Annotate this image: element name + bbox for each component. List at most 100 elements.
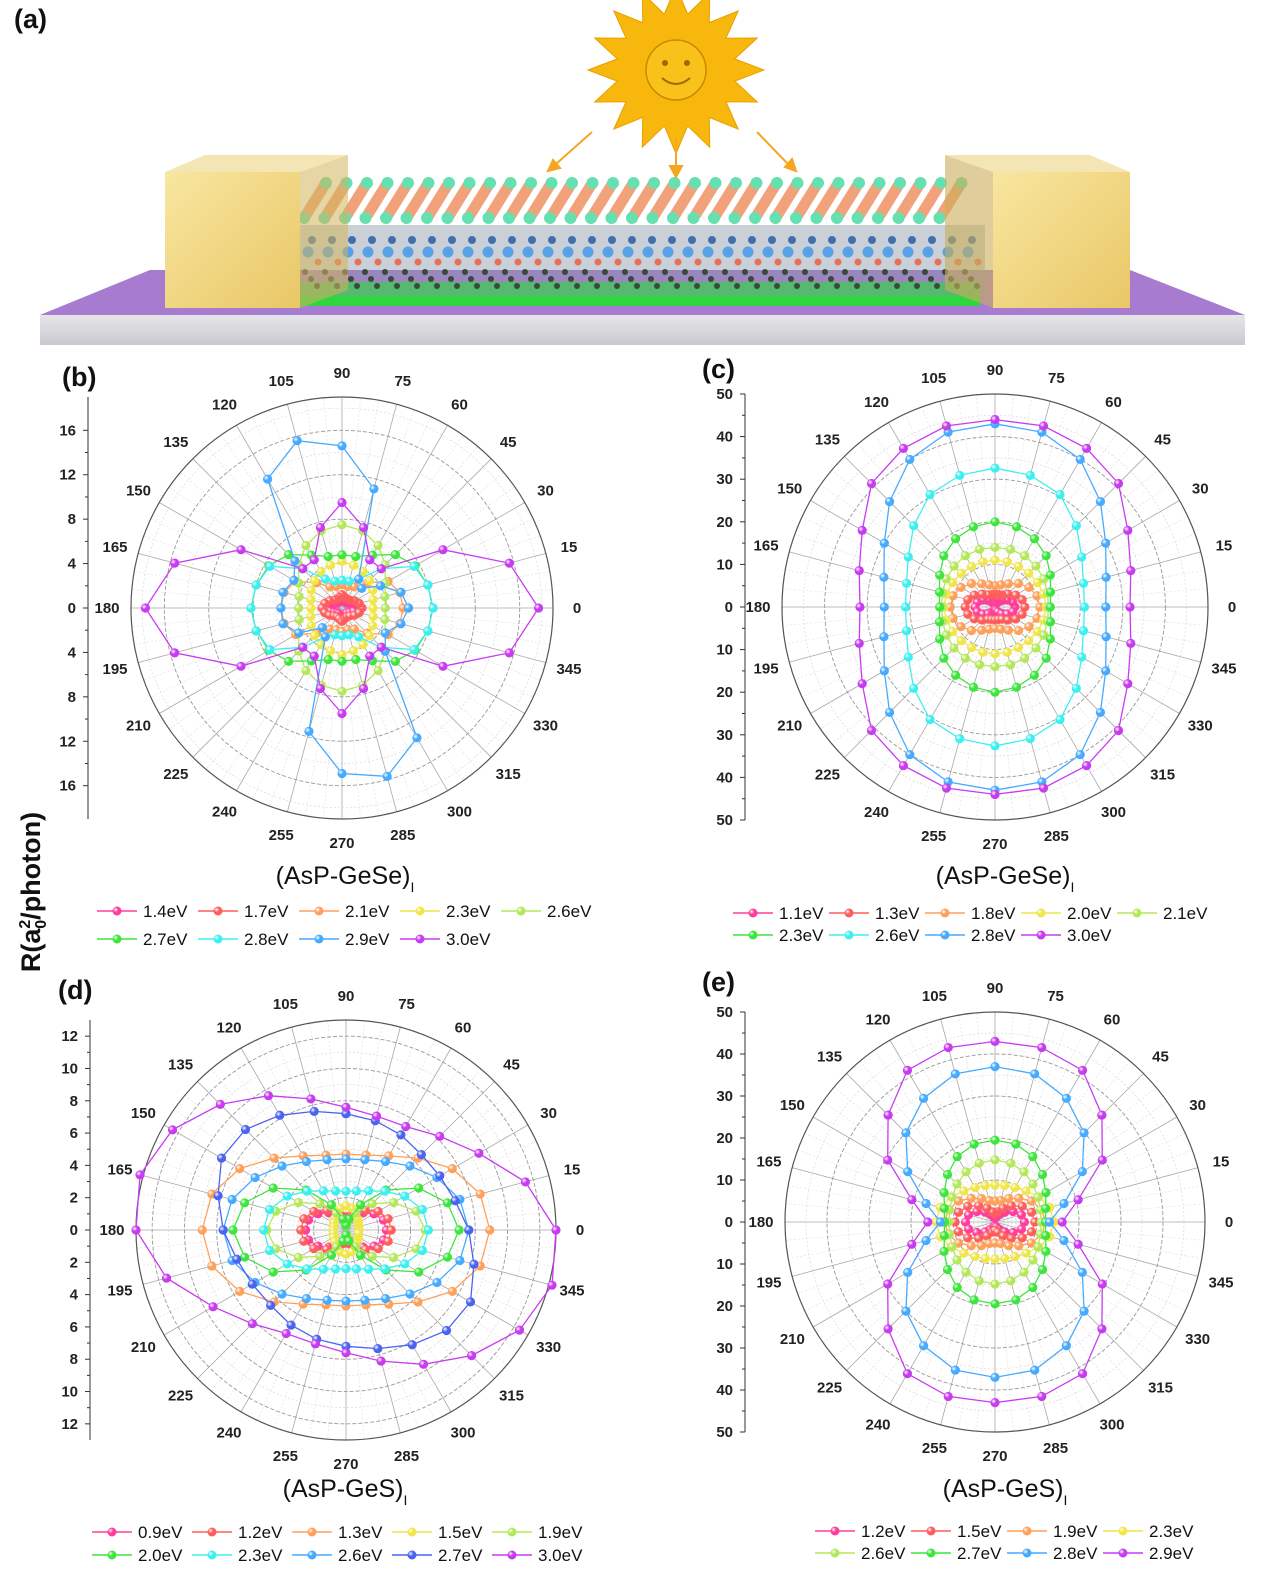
data-point bbox=[131, 1225, 141, 1235]
angle-label: 105 bbox=[269, 373, 294, 390]
data-point bbox=[306, 585, 316, 595]
data-point bbox=[907, 1195, 917, 1205]
radial-gridline bbox=[831, 469, 996, 608]
data-point bbox=[854, 566, 864, 576]
data-point bbox=[323, 654, 333, 665]
data-point bbox=[265, 645, 275, 655]
data-point bbox=[966, 625, 977, 636]
data-point bbox=[1059, 1235, 1069, 1246]
data-point bbox=[905, 454, 915, 465]
data-point bbox=[1011, 682, 1022, 692]
data-point bbox=[941, 421, 952, 431]
series-2.8eV bbox=[879, 419, 1111, 795]
data-point bbox=[504, 648, 514, 658]
data-point bbox=[337, 686, 347, 696]
data-point bbox=[1014, 1241, 1024, 1251]
angle-label: 150 bbox=[780, 1097, 805, 1114]
radial-tick-label: 30 bbox=[716, 1340, 733, 1357]
data-point bbox=[939, 1246, 949, 1256]
data-point bbox=[216, 1153, 227, 1163]
data-point bbox=[923, 1217, 933, 1227]
radial-tick-label: 40 bbox=[716, 1046, 733, 1063]
radial-tick-label: 50 bbox=[716, 812, 733, 829]
data-point bbox=[302, 1264, 312, 1274]
data-point bbox=[1045, 602, 1055, 612]
data-point bbox=[277, 1289, 287, 1299]
radial-gridline bbox=[180, 607, 343, 744]
data-point bbox=[228, 1225, 238, 1235]
data-point bbox=[970, 1182, 980, 1193]
radial-gridline bbox=[291, 1229, 347, 1433]
data-point bbox=[373, 665, 383, 676]
ring-gridline bbox=[910, 1137, 1080, 1307]
data-point bbox=[330, 1264, 341, 1274]
radial-gridline bbox=[225, 1229, 347, 1403]
data-point bbox=[990, 1372, 1000, 1382]
data-point bbox=[961, 1267, 971, 1277]
series-1.8eV bbox=[945, 578, 1045, 636]
angle-label: 0 bbox=[1225, 1214, 1233, 1231]
data-point bbox=[1031, 643, 1041, 653]
data-point bbox=[1033, 1242, 1043, 1252]
data-point bbox=[388, 1252, 399, 1263]
data-point bbox=[1019, 1267, 1029, 1277]
legend-label: 1.9eV bbox=[1053, 1522, 1098, 1541]
data-point bbox=[428, 603, 438, 613]
radial-gridline bbox=[273, 1032, 347, 1231]
data-point bbox=[857, 525, 867, 535]
data-point bbox=[945, 602, 955, 612]
radial-gridline bbox=[134, 571, 343, 609]
radial-gridline bbox=[872, 606, 996, 782]
radial-tick-label: 10 bbox=[716, 642, 733, 659]
chart-title: (AsP-GeS)I bbox=[943, 1475, 1068, 1508]
legend-marker bbox=[830, 1526, 840, 1536]
data-point bbox=[935, 602, 945, 612]
radial-gridline bbox=[994, 606, 1069, 808]
data-point bbox=[976, 625, 987, 635]
angle-label: 285 bbox=[1043, 1440, 1068, 1457]
radial-gridline bbox=[309, 1023, 347, 1231]
data-point bbox=[467, 1351, 477, 1361]
data-point bbox=[935, 570, 945, 580]
data-point bbox=[901, 626, 912, 636]
data-point bbox=[236, 661, 246, 671]
data-point bbox=[326, 1250, 337, 1260]
data-point bbox=[400, 1191, 410, 1201]
data-point bbox=[974, 1158, 984, 1168]
legend-item: 1.3eV bbox=[292, 1523, 383, 1542]
radial-gridline bbox=[345, 1229, 452, 1413]
radial-tick-label: 10 bbox=[716, 556, 733, 573]
data-point bbox=[1101, 572, 1111, 582]
legend-marker bbox=[1118, 1526, 1128, 1536]
radial-tick-label: 40 bbox=[716, 769, 733, 786]
data-point bbox=[941, 574, 951, 584]
outer-circle bbox=[784, 1011, 1206, 1433]
data-point bbox=[884, 707, 895, 718]
data-point bbox=[414, 1183, 424, 1193]
legend-item: 2.6eV bbox=[501, 902, 592, 921]
legend-marker bbox=[407, 1550, 417, 1560]
radial-gridline bbox=[782, 606, 996, 626]
ring-gridline bbox=[248, 1132, 444, 1328]
radial-gridline bbox=[345, 1157, 544, 1231]
data-point bbox=[1101, 632, 1111, 642]
data-point bbox=[330, 1186, 341, 1196]
angle-label: 315 bbox=[1148, 1379, 1173, 1396]
data-point bbox=[1017, 1233, 1027, 1243]
data-point bbox=[417, 1204, 428, 1215]
ring-gridline bbox=[184, 1068, 508, 1392]
data-point bbox=[1075, 749, 1085, 760]
legend-label: 1.5eV bbox=[957, 1522, 1002, 1541]
radial-gridline bbox=[184, 1094, 347, 1231]
data-point bbox=[504, 558, 514, 568]
radial-gridline bbox=[173, 1109, 347, 1231]
data-point bbox=[170, 648, 180, 658]
data-point bbox=[337, 497, 347, 508]
radial-gridline bbox=[269, 409, 343, 609]
angle-labels: 0 15 30 45 60 75 90 105 120 135 150 165 180 195 210 225… bbox=[94, 365, 581, 852]
radial-gridline bbox=[345, 1094, 508, 1231]
data-point bbox=[1037, 1042, 1047, 1053]
legend-marker bbox=[1022, 1526, 1032, 1536]
radial-gridline bbox=[994, 1221, 1032, 1429]
data-point bbox=[309, 1206, 319, 1217]
